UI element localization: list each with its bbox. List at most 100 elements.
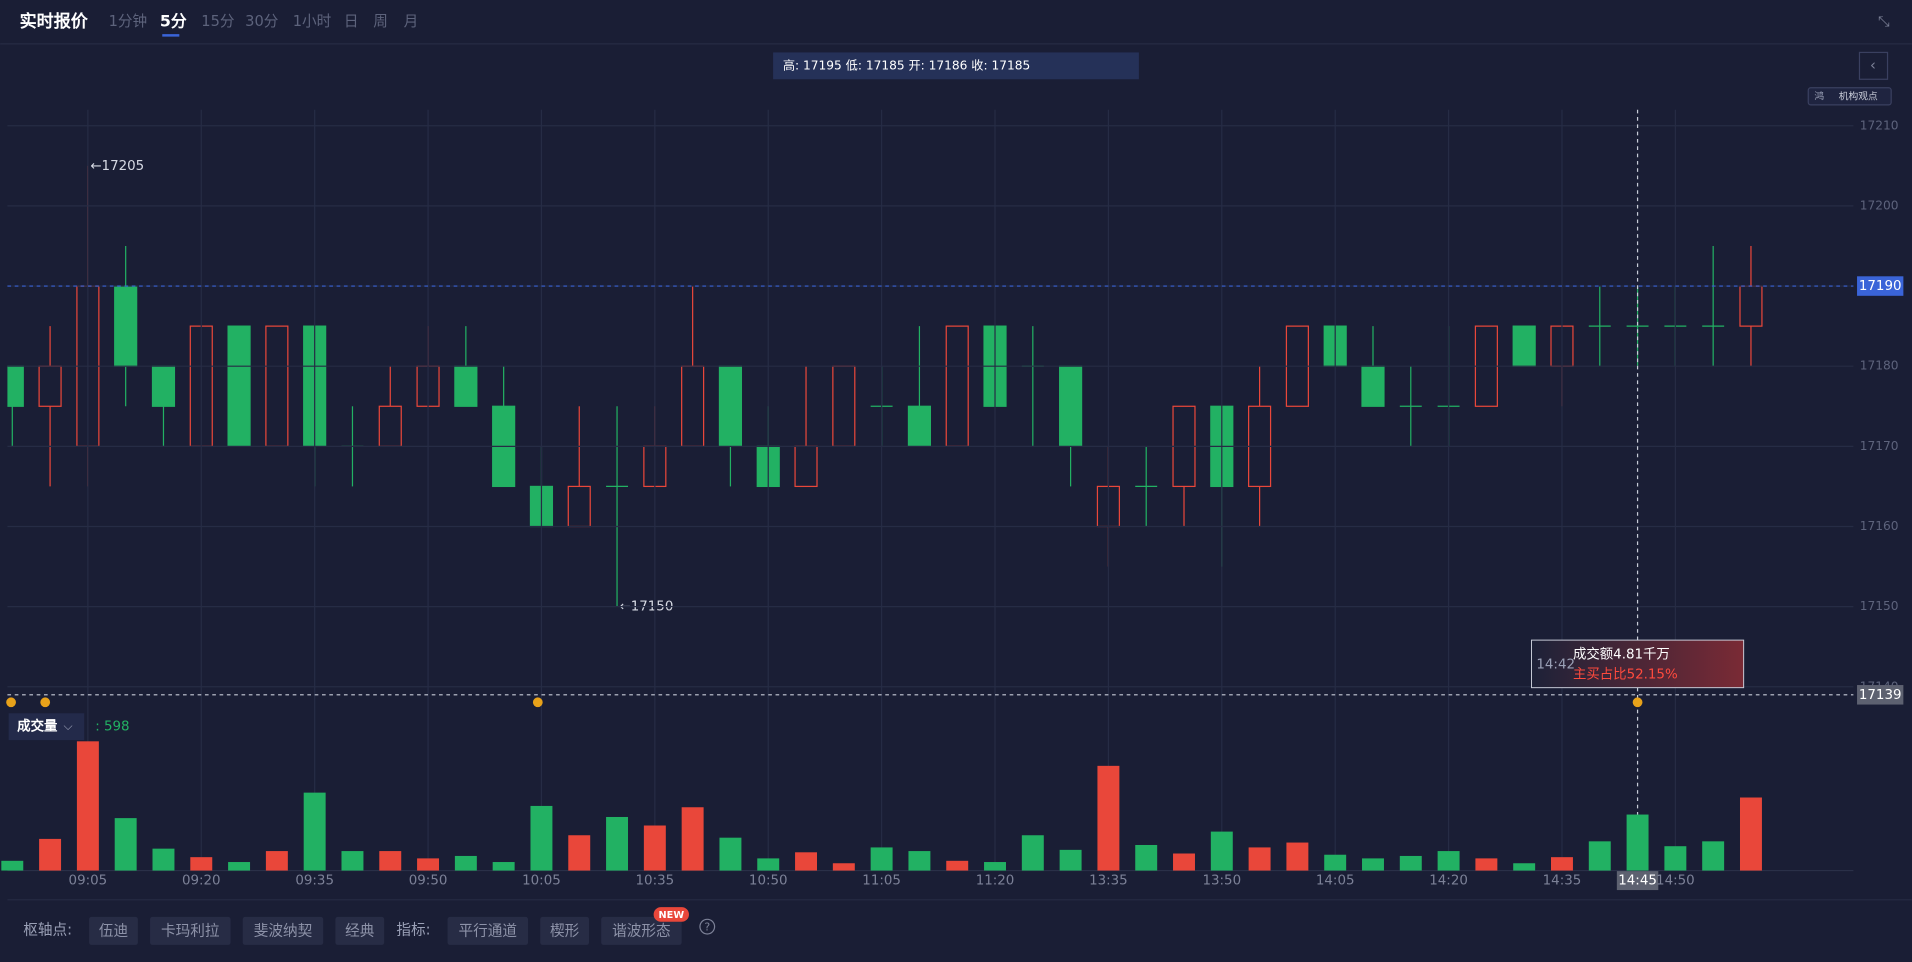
period-tab[interactable]: 1小时 <box>293 13 332 30</box>
volume-bar <box>1135 844 1158 871</box>
event-icon[interactable] <box>40 697 51 708</box>
tooltip-amount: 成交额4.81千万 <box>1573 646 1670 663</box>
volume-bar <box>908 851 931 871</box>
volume-readout: : 598 <box>95 720 129 735</box>
volume-bar <box>1702 841 1725 871</box>
x-tick-label: 11:05 <box>862 873 901 888</box>
tooltip-time: 14:42 <box>1536 657 1575 672</box>
event-icon[interactable] <box>1632 697 1643 708</box>
indicator-button-text: 楔形 <box>550 923 580 940</box>
dropdown-icon: ⌵ <box>63 719 72 733</box>
period-tab[interactable]: 日 <box>344 13 359 30</box>
volume-pane <box>1 741 1854 872</box>
candle-body <box>832 365 856 447</box>
volume-bar <box>1021 835 1044 871</box>
volume-bar <box>719 837 742 871</box>
volume-bar <box>1513 863 1536 871</box>
x-tick-label: 09:20 <box>182 873 221 888</box>
volume-bar <box>984 862 1006 871</box>
candle-body <box>151 365 176 407</box>
candle-body <box>1059 365 1083 447</box>
tooltip-ratio: 主买占比52.15% <box>1573 666 1678 682</box>
volume-bar <box>303 792 326 871</box>
help-icon[interactable] <box>699 918 716 935</box>
tooltip-box <box>1531 639 1745 689</box>
y-tick-label: 17180 <box>1860 359 1899 373</box>
indicator-button[interactable] <box>601 916 682 945</box>
volume-bar <box>379 851 402 871</box>
volume-bar <box>1437 851 1460 871</box>
x-tick-label: 11:20 <box>976 873 1015 888</box>
side-button-label: 机构观点 <box>1839 89 1878 102</box>
candle-body <box>227 325 251 447</box>
pivot-button[interactable] <box>150 916 231 945</box>
info-bar <box>773 52 1139 80</box>
volume-bar <box>870 847 893 871</box>
y-tick-label: 17160 <box>1860 519 1899 533</box>
y-tick-label: 17170 <box>1860 439 1899 453</box>
pivot-button-text: 经典 <box>345 923 375 940</box>
volume-bar <box>1248 847 1271 871</box>
period-tab[interactable]: 15分 <box>201 13 235 30</box>
info-text: 高: 17195 低: 17185 开: 17186 收: 17185 <box>783 57 1030 72</box>
volume-bar <box>265 851 288 871</box>
period-tab[interactable]: 月 <box>404 13 419 30</box>
period-tab[interactable]: 1分钟 <box>109 13 148 30</box>
volume-bar <box>190 857 213 871</box>
candle-body <box>907 405 932 447</box>
volume-bar <box>39 838 62 871</box>
volume-bar <box>417 858 440 871</box>
crosshair-price-label: 17139 <box>1859 688 1902 703</box>
toolbar-title: 实时报价 <box>20 11 89 32</box>
volume-bar <box>1 860 24 871</box>
candle-body <box>114 285 138 367</box>
pivot-button[interactable] <box>89 916 138 945</box>
candle-body <box>1739 285 1763 327</box>
pivot-button[interactable] <box>242 916 324 945</box>
candle-body <box>794 445 818 488</box>
volume-bar <box>1399 855 1422 871</box>
bar-label: 指标: <box>396 921 430 938</box>
x-tick-label: 10:50 <box>749 873 788 888</box>
volume-bar <box>1739 797 1762 871</box>
event-icon[interactable] <box>6 697 16 708</box>
volume-bar <box>1362 858 1384 871</box>
y-tick-label: 17200 <box>1860 198 1899 212</box>
crosshair-price-box <box>1857 685 1904 705</box>
volume-bar <box>1210 831 1233 871</box>
volume-bar <box>76 741 99 871</box>
side-button[interactable] <box>1807 87 1892 106</box>
x-tick-label: 13:50 <box>1202 873 1241 888</box>
pivot-button[interactable] <box>335 916 385 945</box>
indicator-button[interactable] <box>447 916 529 945</box>
volume-bar <box>492 862 515 871</box>
collapse-icon[interactable]: ⤡ <box>1878 13 1890 30</box>
pivot-button-text: 卡玛利拉 <box>161 923 220 940</box>
volume-bar <box>1664 846 1687 871</box>
event-icon[interactable] <box>532 697 543 708</box>
indicator-button[interactable] <box>540 916 590 945</box>
volume-bar <box>643 825 666 871</box>
period-tab[interactable]: 5分 <box>160 11 187 30</box>
volume-bar <box>606 816 629 871</box>
side-toggle[interactable] <box>1858 51 1889 80</box>
x-tick-label: 14:20 <box>1429 873 1468 888</box>
candle-body <box>1361 365 1385 407</box>
period-tab[interactable]: 30分 <box>245 13 279 30</box>
volume-bar <box>1626 814 1649 871</box>
volume-bar <box>228 862 251 871</box>
new-badge-text: NEW <box>659 910 685 921</box>
x-tick-label: 14:05 <box>1316 873 1355 888</box>
crosshair-time: 14:45 <box>1618 873 1657 888</box>
candle-body <box>378 405 402 447</box>
pivot-button-text: 斐波纳契 <box>254 923 313 940</box>
period-tab[interactable]: 周 <box>373 13 388 30</box>
volume-bar <box>568 835 591 871</box>
volume-bar <box>1588 841 1611 871</box>
y-tick-label: 17150 <box>1860 599 1899 613</box>
volume-selector[interactable] <box>8 713 85 741</box>
x-tick-label: 09:35 <box>295 873 334 888</box>
